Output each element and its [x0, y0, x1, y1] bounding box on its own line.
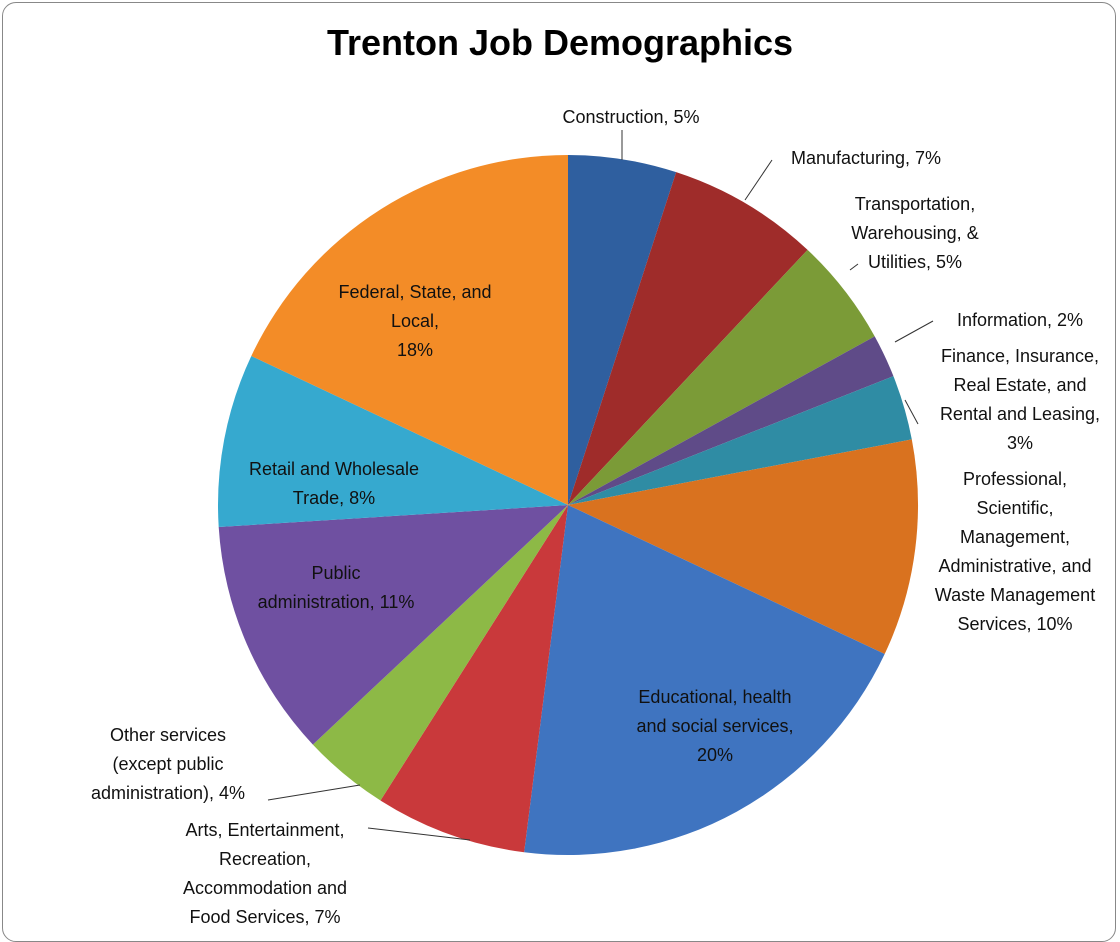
leader-line: [904, 399, 919, 425]
leader-line: [744, 159, 773, 201]
pie-slice: [568, 155, 677, 505]
slice-label: Retail and Wholesale Trade, 8%: [248, 459, 420, 508]
pie-slice: [218, 355, 568, 527]
pie-slice: [568, 376, 912, 505]
slice-label: Public administration, 11%: [257, 563, 415, 612]
chart-title: Trenton Job Demographics: [326, 22, 794, 63]
slice-label: Other services (except public administra…: [90, 725, 246, 803]
pie-slice: [251, 155, 568, 505]
pie-slice: [568, 249, 875, 505]
slice-label: Manufacturing, 7%: [790, 148, 942, 168]
leader-line: [849, 263, 859, 271]
pie-slice: [568, 172, 808, 505]
pie-slice: [312, 505, 568, 801]
slice-label: Transportation, Warehousing, & Utilities…: [851, 194, 979, 272]
slice-label: Finance, Insurance, Real Estate, and Ren…: [939, 346, 1101, 453]
pie-slice: [218, 505, 568, 745]
slice-label: Professional, Scientific, Management, Ad…: [934, 469, 1096, 634]
slice-label: Educational, health and social services,…: [636, 687, 794, 765]
slice-label: Arts, Entertainment, Recreation, Accommo…: [182, 820, 348, 927]
slice-label: Federal, State, and Local, 18%: [338, 282, 492, 360]
slice-label: Information, 2%: [956, 310, 1084, 330]
pie-slice: [568, 439, 918, 655]
leader-line: [367, 827, 471, 841]
leader-line: [894, 320, 934, 343]
pie-slice: [380, 505, 568, 853]
leader-line: [267, 784, 361, 801]
pie-slice: [524, 505, 885, 855]
pie-slice: [568, 336, 894, 505]
slice-label: Construction, 5%: [562, 107, 700, 127]
